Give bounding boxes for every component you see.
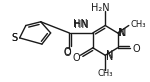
Text: O: O (132, 44, 140, 54)
Text: N: N (118, 28, 126, 38)
Text: HN: HN (73, 19, 88, 29)
Text: HN: HN (74, 20, 89, 30)
Text: S: S (11, 33, 17, 43)
Text: H₂N: H₂N (91, 3, 110, 13)
Text: S: S (11, 33, 17, 43)
Text: N: N (106, 50, 113, 60)
Text: O: O (64, 48, 71, 58)
Text: N: N (120, 28, 127, 38)
Text: N: N (106, 52, 113, 62)
Text: O: O (73, 53, 81, 63)
Text: CH₃: CH₃ (98, 69, 113, 78)
Text: CH₃: CH₃ (131, 20, 146, 29)
Text: O: O (64, 47, 71, 57)
